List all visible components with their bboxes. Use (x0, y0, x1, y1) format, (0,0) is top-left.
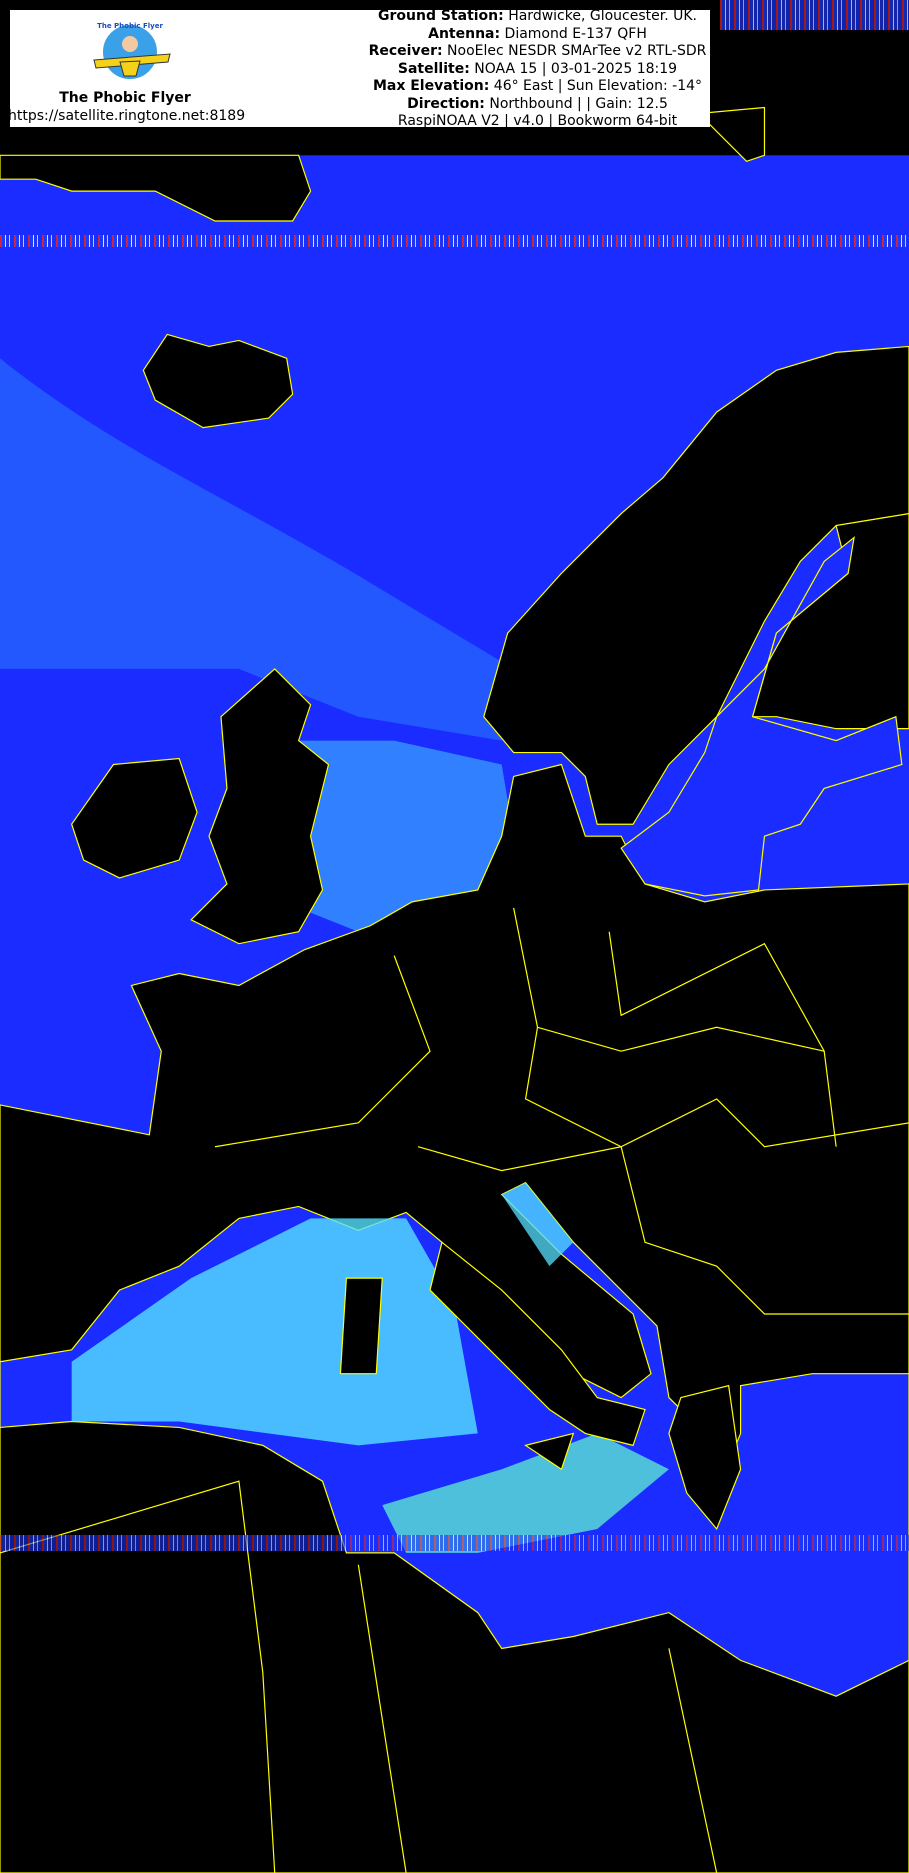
ionian-clouds (382, 1433, 669, 1553)
receiver-line: Receiver: NooElec NESDR SMArTee v2 RTL-S… (360, 43, 715, 61)
info-value: Diamond E-137 QFH (500, 25, 647, 42)
greece-land (668, 1384, 742, 1531)
baltic-sea (620, 536, 903, 897)
info-value: Northbound | | Gain: 12.5 (484, 95, 668, 112)
station-info-header: The Phobic Flyer The Phobic Flyer https:… (8, 8, 710, 129)
antenna-line: Antenna: Diamond E-137 QFH (360, 26, 715, 44)
info-value: 46° East | Sun Elevation: -14° (489, 78, 703, 94)
info-value: NooElec NESDR SMArTee v2 RTL-SDR (442, 43, 707, 59)
info-label: Receiver: (368, 43, 443, 59)
adriatic-clouds (501, 1182, 574, 1267)
scandinavia-land (483, 345, 909, 825)
software-line: RaspiNOAA V2 | v4.0 | Bookworm 64-bit (360, 113, 715, 131)
ireland-land (71, 757, 198, 879)
info-value: RaspiNOAA V2 | v4.0 | Bookworm 64-bit (397, 113, 678, 129)
logo-lettering: The Phobic Flyer (97, 22, 163, 30)
info-value: NOAA 15 | 03-01-2025 18:19 (469, 60, 678, 77)
great-britain-land (190, 668, 330, 945)
signal-noise-top (720, 0, 909, 30)
ground-station-line: Ground Station: Hardwicke, Gloucester. U… (360, 8, 715, 26)
italy-land (429, 1241, 646, 1447)
brand-name: The Phobic Flyer (59, 90, 191, 106)
info-label: Antenna: (428, 25, 501, 42)
info-label: Satellite: (397, 60, 470, 77)
mediterranean-clouds (71, 1218, 478, 1446)
north-sea-clouds (298, 740, 514, 932)
phobic-flyer-logo: The Phobic Flyer (93, 22, 171, 81)
cloud-band (0, 358, 514, 741)
signal-noise-band-south (0, 1535, 909, 1551)
sicily-land (524, 1432, 575, 1471)
info-label: Max Elevation: (372, 78, 490, 94)
signal-noise-band (0, 235, 909, 247)
station-url[interactable]: https://satellite.ringtone.net:8189 (8, 108, 246, 124)
info-label: Ground Station: (378, 8, 504, 24)
info-value: Hardwicke, Gloucester. UK. (503, 8, 697, 24)
country-borders (0, 907, 909, 1873)
sardinia-corsica-land (339, 1277, 383, 1375)
satellite-line: Satellite: NOAA 15 | 03-01-2025 18:19 (360, 61, 715, 79)
direction-line: Direction: Northbound | | Gain: 12.5 (360, 96, 715, 114)
greenland-land (0, 154, 312, 222)
svalbard-land (697, 106, 766, 162)
info-label: Direction: (407, 95, 485, 112)
elevation-line: Max Elevation: 46° East | Sun Elevation:… (360, 78, 715, 96)
pass-info: Ground Station: Hardwicke, Gloucester. U… (360, 8, 715, 131)
iceland-land (142, 333, 294, 429)
